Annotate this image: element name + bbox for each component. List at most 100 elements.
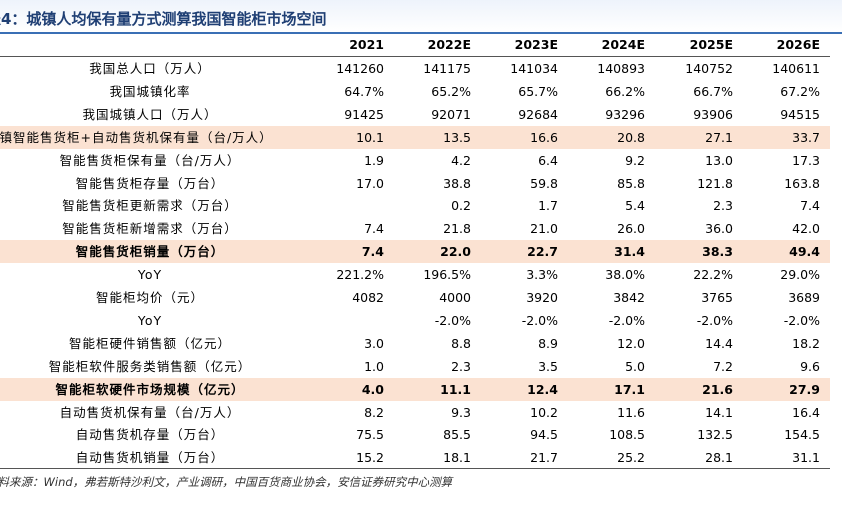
table-cell: 93906: [693, 106, 733, 122]
table-cell: 64.7%: [344, 83, 384, 99]
table-cell: 10.2: [530, 404, 558, 420]
table-cell: 36.0: [705, 221, 733, 237]
table-cell: 140893: [597, 61, 645, 76]
table-cell: 3765: [701, 290, 733, 305]
table-cell: 17.3: [792, 152, 820, 168]
table-cell: 22.2%: [693, 267, 733, 283]
row-label: 我国城镇化率: [109, 83, 191, 99]
table-cell: 14.1: [705, 404, 733, 420]
table-cell: 14.4: [705, 335, 733, 351]
table-cell: 18.1: [443, 450, 471, 466]
row-label: 智能柜软硬件市场规模（亿元）: [55, 381, 245, 397]
table-cell: 17.0: [356, 175, 384, 191]
table-row: 我国城镇化率 64.7% 65.2% 65.7% 66.2% 66.7% 67.2%: [0, 80, 830, 103]
table-row: YoY 221.2% 196.5% 3.3% 38.0% 22.2% 29.0%: [0, 263, 830, 286]
table-cell: 25.2: [617, 450, 645, 466]
table-cell: 140752: [685, 61, 733, 76]
row-label: 智能柜软件服务类销售额（亿元）: [48, 358, 252, 374]
row-label: 我国城镇人口（万人）: [82, 106, 218, 122]
table-cell: 141034: [510, 61, 558, 76]
column-header: 2022E: [427, 37, 471, 52]
table-cell: 66.2%: [605, 83, 645, 99]
source-note: 资料来源：Wind，弗若斯特沙利文，产业调研，中国百货商业协会，安信证券研究中心…: [0, 475, 453, 489]
table-cell: 8.2: [364, 404, 384, 420]
table-cell: -2.0%: [434, 312, 471, 328]
table-cell: 2.3: [451, 358, 471, 374]
table-cell: 6.4: [538, 152, 558, 168]
table-cell: 7.4: [800, 198, 820, 214]
table-row: 智能售货柜存量（万台） 17.0 38.8 59.8 85.8 121.8 163.8: [0, 172, 830, 195]
row-label: YoY: [137, 267, 163, 283]
row-label: 自动售货机保有量（台/万人）: [59, 404, 241, 420]
row-label: YoY: [137, 312, 163, 328]
table-cell: 38.8: [443, 175, 471, 191]
table-cell: 67.2%: [780, 83, 820, 99]
table-cell: 18.2: [792, 335, 820, 351]
table-cell: 108.5: [609, 427, 645, 443]
table-cell: 121.8: [697, 175, 733, 191]
table-row: 自动售货机保有量（台/万人） 8.2 9.3 10.2 11.6 14.1 16.4: [0, 401, 830, 424]
table-row: 自动售货机销量（万台） 15.2 18.1 21.7 25.2 28.1 31.1: [0, 446, 830, 469]
table-cell: 29.0%: [780, 267, 820, 283]
table-cell: 17.1: [614, 381, 645, 397]
table-row: 智能柜硬件销售额（亿元） 3.0 8.8 8.9 12.0 14.4 18.2: [0, 332, 830, 355]
table-cell: 49.4: [789, 244, 820, 260]
table-cell: 92071: [431, 106, 471, 122]
table-row: 智能售货柜更新需求（万台） 0.2 1.7 5.4 2.3 7.4: [0, 194, 830, 217]
table-row: 智能柜软硬件市场规模（亿元） 4.0 11.1 12.4 17.1 21.6 27.9: [0, 377, 830, 401]
table-row: 智能售货柜销量（万台） 7.4 22.0 22.7 31.4 38.3 49.4: [0, 240, 830, 264]
table-cell: 12.4: [527, 381, 558, 397]
table-cell: 3.5: [538, 358, 558, 374]
row-label: 自动售货机存量（万台）: [75, 427, 225, 443]
table-cell: 13.0: [705, 152, 733, 168]
table-cell: 0.2: [451, 198, 471, 214]
table-row: 自动售货机存量（万台） 75.5 85.5 94.5 108.5 132.5 154.5: [0, 423, 830, 446]
table-cell: 3.3%: [526, 267, 558, 283]
table-cell: 20.8: [617, 129, 645, 145]
table-cell: 31.4: [614, 244, 645, 260]
table-cell: 42.0: [792, 221, 820, 237]
table-cell: 9.2: [625, 152, 645, 168]
table-row: 智能售货柜新增需求（万台） 7.4 21.8 21.0 26.0 36.0 42.0: [0, 217, 830, 240]
table-cell: 3920: [526, 290, 558, 305]
table-cell: 15.2: [356, 450, 384, 466]
table-cell: 4.0: [361, 381, 384, 397]
row-label: 智能售货柜更新需求（万台）: [62, 198, 238, 214]
table-cell: 65.7%: [518, 83, 558, 99]
table-cell: 93296: [605, 106, 645, 122]
table-cell: 1.9: [364, 152, 384, 168]
table-cell: 7.4: [364, 221, 384, 237]
table-cell: 85.5: [443, 427, 471, 443]
table-cell: 31.1: [792, 450, 820, 466]
table-row: 智能售货柜保有量（台/万人） 1.9 4.2 6.4 9.2 13.0 17.3: [0, 149, 830, 172]
table-cell: 9.3: [451, 404, 471, 420]
table-cell: 38.3: [702, 244, 733, 260]
table-cell: 9.6: [800, 358, 820, 374]
table-cell: 28.1: [705, 450, 733, 466]
table-cell: 22.7: [527, 244, 558, 260]
table-cell: 27.1: [705, 129, 733, 145]
table-row: 智能柜均价（元） 4082 4000 3920 3842 3765 3689: [0, 286, 830, 309]
row-label: 智能售货柜存量（万台）: [75, 175, 225, 191]
row-label: 我国总人口（万人）: [89, 61, 211, 76]
title-bar: [0, 0, 842, 34]
table-cell: 75.5: [356, 427, 384, 443]
title: 表4：城镇人均保有量方式测算我国智能柜市场空间: [0, 10, 327, 28]
table-cell: 3842: [613, 290, 645, 305]
table-cell: 21.6: [702, 381, 733, 397]
table-cell: 8.8: [451, 335, 471, 351]
table-cell: 65.2%: [431, 83, 471, 99]
table-cell: 11.6: [617, 404, 645, 420]
table-cell: 27.9: [789, 381, 820, 397]
table-cell: 163.8: [784, 175, 820, 191]
row-label: 智能柜均价（元）: [95, 290, 204, 305]
table-cell: 5.0: [625, 358, 645, 374]
row-label: 智能售货柜保有量（台/万人）: [59, 152, 241, 168]
table-cell: 7.2: [713, 358, 733, 374]
table-cell: 92684: [518, 106, 558, 122]
table-cell: 21.8: [443, 221, 471, 237]
table-cell: 4.2: [451, 152, 471, 168]
table-cell: 221.2%: [336, 267, 384, 283]
